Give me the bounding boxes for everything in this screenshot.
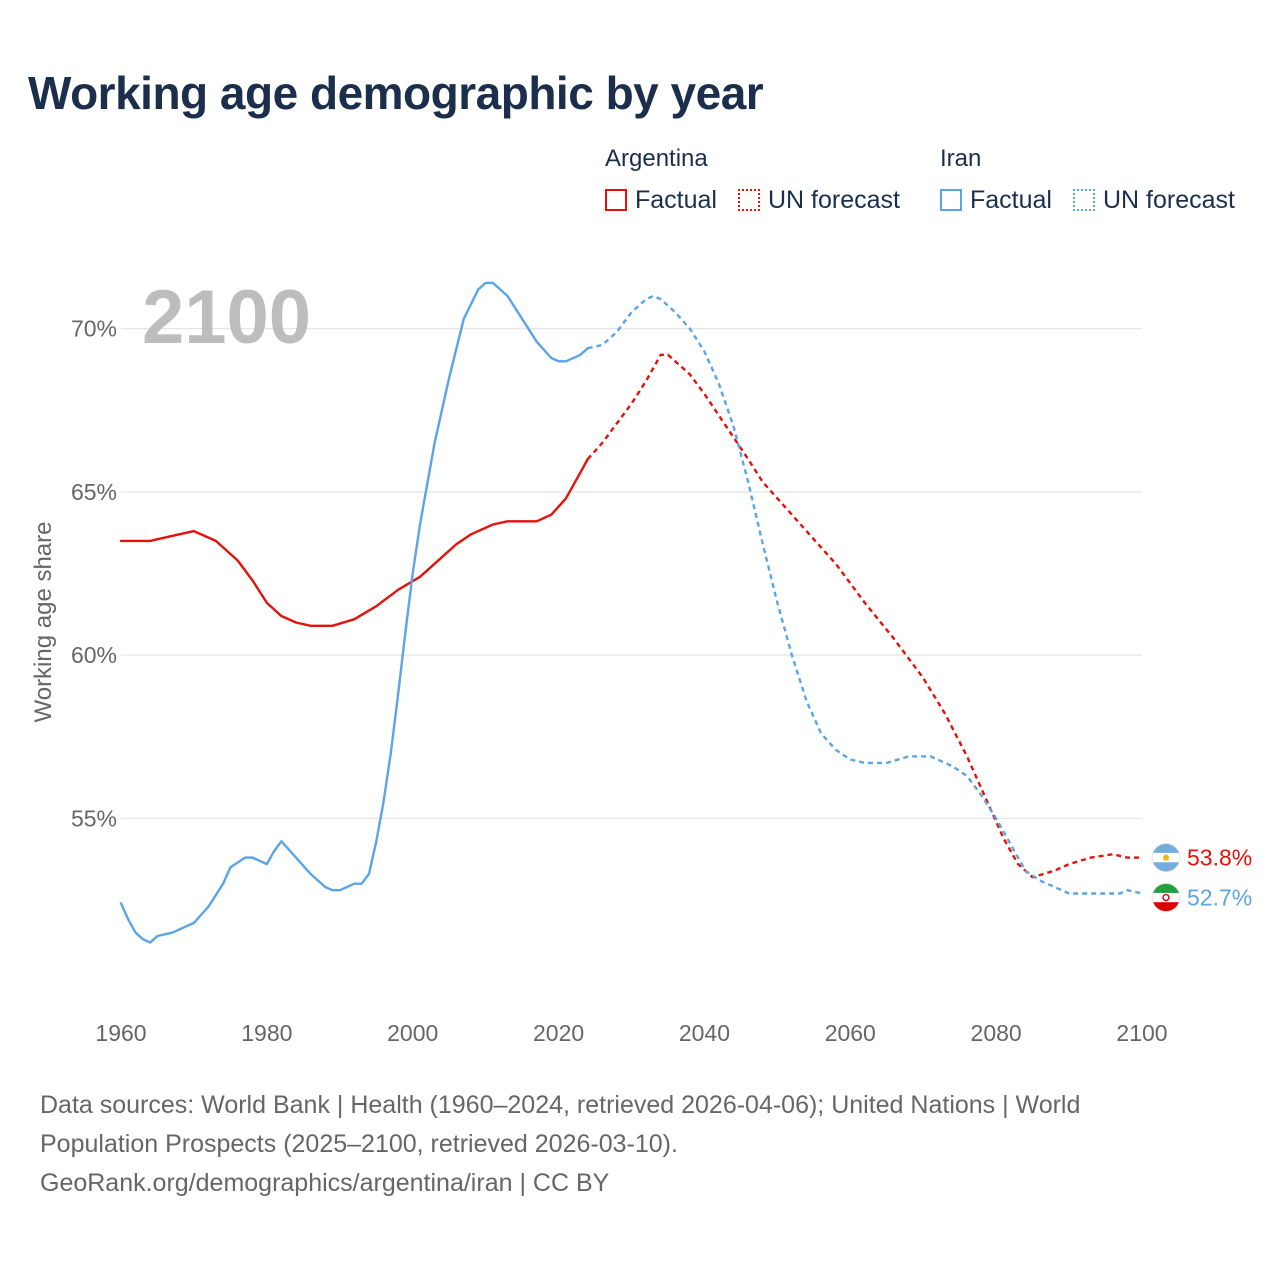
iran-forecast-line bbox=[587, 294, 1143, 895]
x-tick-label: 2080 bbox=[971, 1020, 1022, 1046]
argentina-end-value-label: 53.8% bbox=[1187, 845, 1252, 871]
argentina-forecast-line bbox=[586, 353, 1142, 879]
y-tick-label: 55% bbox=[71, 805, 117, 831]
argentina-flag-icon bbox=[1151, 843, 1181, 872]
x-tick-label: 2000 bbox=[387, 1020, 438, 1046]
x-tick-label: 2040 bbox=[679, 1020, 730, 1046]
x-tick-label: 1980 bbox=[241, 1020, 292, 1046]
x-tick-label: 2060 bbox=[825, 1020, 876, 1046]
legend-argentina-factual[interactable]: Factual bbox=[605, 185, 717, 215]
legend-group-iran: Iran bbox=[940, 145, 982, 172]
y-axis-label: Working age share bbox=[30, 522, 57, 723]
chart-title: Working age demographic by year bbox=[28, 67, 764, 119]
legend-iran-factual-swatch bbox=[940, 189, 962, 211]
legend-argentina-forecast[interactable]: UN forecast bbox=[738, 185, 900, 215]
y-tick-label: 70% bbox=[71, 316, 117, 342]
sources-attribution: GeoRank.org/demographics/argentina/iran … bbox=[40, 1169, 610, 1197]
legend-argentina-forecast-label: UN forecast bbox=[768, 185, 900, 214]
iran-factual-line bbox=[119, 281, 589, 944]
argentina-factual-line bbox=[119, 458, 589, 627]
iran-flag-icon bbox=[1151, 883, 1181, 912]
x-tick-label: 2100 bbox=[1116, 1020, 1167, 1046]
legend-iran-forecast[interactable]: UN forecast bbox=[1073, 185, 1235, 215]
legend-argentina-factual-swatch bbox=[605, 189, 627, 211]
legend-iran-forecast-label: UN forecast bbox=[1103, 185, 1235, 214]
legend-iran-factual[interactable]: Factual bbox=[940, 185, 1052, 215]
y-tick-label: 60% bbox=[71, 642, 117, 668]
x-tick-label: 1960 bbox=[95, 1020, 146, 1046]
legend-iran-factual-label: Factual bbox=[970, 185, 1052, 214]
y-tick-label: 65% bbox=[71, 479, 117, 505]
sources-line-2: Population Prospects (2025–2100, retriev… bbox=[40, 1130, 678, 1158]
legend-iran-forecast-swatch bbox=[1073, 189, 1095, 211]
sources-line-1: Data sources: World Bank | Health (1960–… bbox=[40, 1091, 1081, 1119]
legend-argentina-factual-label: Factual bbox=[635, 185, 717, 214]
x-tick-label: 2020 bbox=[533, 1020, 584, 1046]
year-watermark: 2100 bbox=[142, 275, 311, 360]
legend-group-argentina: Argentina bbox=[605, 145, 708, 172]
sources-note: Data sources: World Bank | Health (1960–… bbox=[40, 1086, 1220, 1203]
legend-argentina-forecast-swatch bbox=[738, 189, 760, 211]
iran-end-value-label: 52.7% bbox=[1187, 885, 1252, 911]
